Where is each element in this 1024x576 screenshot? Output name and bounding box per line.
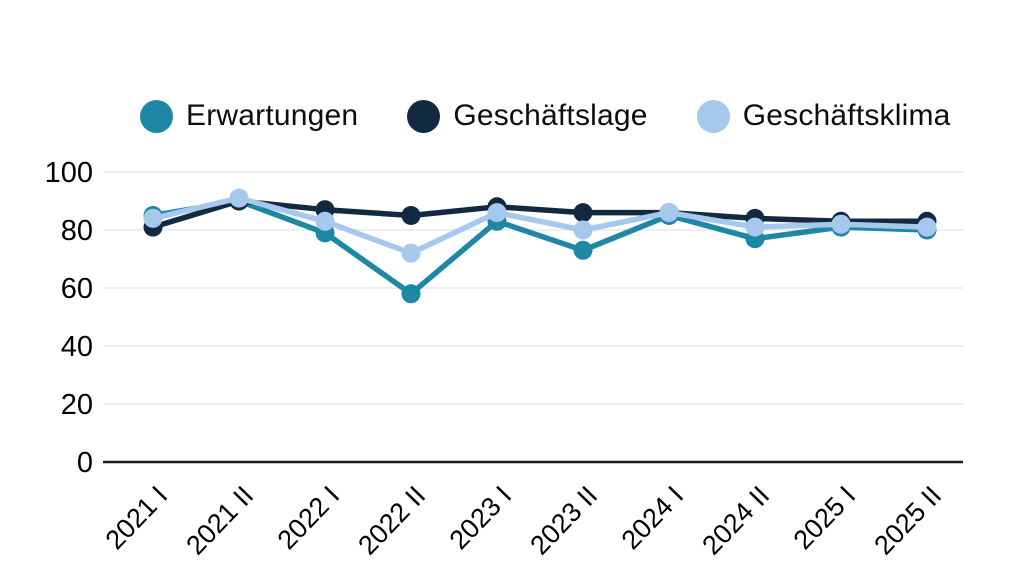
legend-dot-erwartungen-icon: [140, 99, 173, 133]
data-point-gesch-ftsklima: [229, 188, 249, 208]
x-axis-tick-label: 2025 I: [788, 480, 862, 555]
legend-label-geschaeftslage: Geschäftslage: [453, 99, 648, 132]
data-point-gesch-ftsklima: [143, 208, 163, 228]
data-point-gesch-ftsklima: [659, 203, 679, 223]
data-point-gesch-ftslage: [401, 206, 421, 225]
y-axis-tick-label: 60: [61, 273, 93, 305]
y-axis-tick-label: 40: [61, 331, 93, 363]
chart-legend: Erwartungen Geschäftslage Geschäftsklima: [140, 99, 951, 133]
data-point-gesch-ftsklima: [315, 211, 335, 231]
data-point-gesch-ftsklima: [831, 214, 851, 234]
data-point-erwartungen: [573, 240, 593, 260]
legend-item-erwartungen: Erwartungen: [140, 99, 358, 133]
legend-dot-geschaeftsklima-icon: [696, 99, 730, 133]
data-point-erwartungen: [401, 284, 421, 304]
x-axis-tick-label: 2025 II: [868, 480, 947, 560]
x-axis-tick-label: 2021 II: [180, 480, 259, 560]
x-axis-tick-label: 2024 II: [696, 480, 775, 560]
data-point-gesch-ftsklima: [487, 203, 507, 223]
series-line-erwartungen: [150, 198, 930, 297]
y-axis-tick-label: 20: [61, 389, 93, 421]
x-axis-tick-label: 2023 II: [524, 480, 603, 560]
x-axis-tick-label: 2023 I: [444, 480, 518, 555]
x-axis-tick-label: 2022 II: [352, 480, 431, 560]
legend-item-geschaeftsklima: Geschäftsklima: [696, 99, 951, 133]
x-axis-tick-label: 2022 I: [272, 480, 346, 555]
legend-item-geschaeftslage: Geschäftslage: [407, 99, 648, 133]
data-point-gesch-ftsklima: [745, 217, 765, 237]
x-axis-tick-label: 2024 I: [616, 480, 690, 555]
legend-label-erwartungen: Erwartungen: [186, 99, 359, 132]
x-axis-tick-label: 2021 I: [100, 480, 174, 555]
y-axis-tick-label: 80: [61, 215, 93, 247]
data-point-gesch-ftsklima: [573, 220, 593, 240]
data-point-gesch-ftsklima: [917, 217, 937, 237]
legend-label-geschaeftsklima: Geschäftsklima: [742, 99, 951, 132]
series-line-gesch-ftsklima: [150, 195, 930, 256]
series-line-gesch-ftslage: [150, 198, 930, 230]
y-axis-tick-label: 0: [77, 447, 93, 479]
data-point-gesch-ftsklima: [401, 243, 421, 263]
legend-dot-geschaeftslage-icon: [407, 99, 441, 133]
y-axis-tick-label: 100: [45, 157, 93, 189]
data-point-gesch-ftslage: [573, 203, 593, 223]
